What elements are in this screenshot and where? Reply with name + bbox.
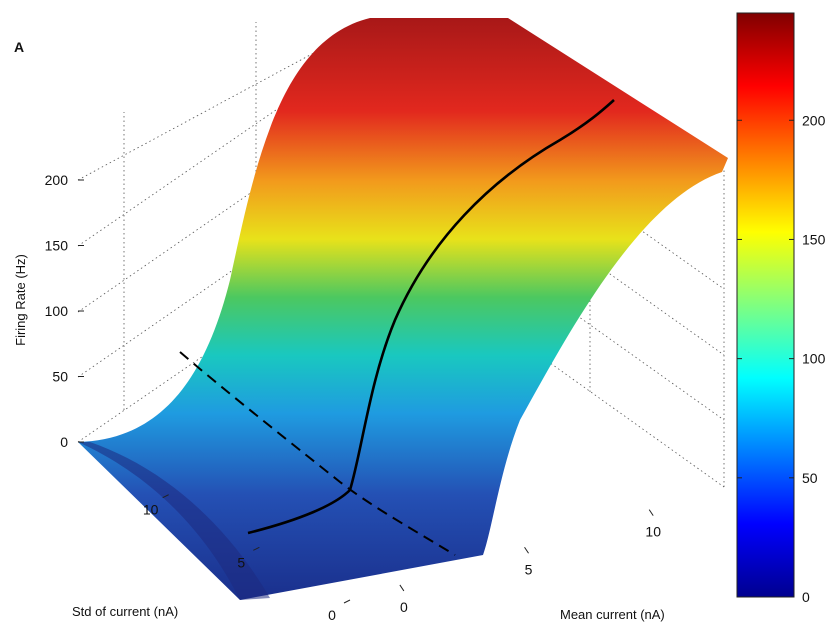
colorbar-tick-label: 200 [802, 112, 825, 128]
x-tick-label: 0 [400, 599, 408, 615]
surface-dark-floor [78, 442, 270, 600]
overlay-curves [179, 99, 615, 556]
z-tick-label: 150 [45, 238, 69, 254]
colorbar: 0 50 100 150 200 [736, 12, 825, 605]
panel-label: A [14, 39, 24, 55]
y-tick-mark [253, 546, 260, 551]
x-tick-labels: 0 5 10 [399, 509, 661, 615]
z-tick-label: 0 [60, 434, 68, 450]
y-tick-labels: 0 5 10 [143, 494, 351, 623]
y-tick-label: 10 [143, 502, 159, 518]
colorbar-tick-label: 50 [802, 470, 818, 486]
dashed-curve [179, 351, 456, 556]
x-tick-mark [524, 546, 529, 554]
firing-rate-surface [78, 18, 728, 600]
z-axis-label: Firing Rate (Hz) [13, 254, 28, 346]
x-tick-mark [399, 584, 405, 592]
x-tick-mark [648, 509, 654, 516]
surface-shading [78, 18, 728, 600]
colorbar-tick-label: 150 [802, 231, 825, 247]
z-tick-label: 50 [52, 369, 68, 385]
z-tick-label: 200 [45, 172, 69, 188]
x-axis-label: Mean current (nA) [560, 607, 665, 622]
y-tick-label: 0 [328, 607, 336, 623]
colorbar-tick-label: 0 [802, 589, 810, 605]
y-tick-label: 5 [237, 554, 245, 570]
colorbar-gradient [736, 12, 795, 598]
solid-curve [247, 99, 615, 535]
z-tick-labels: 0 50 100 150 200 [45, 172, 84, 450]
y-axis-label: Std of current (nA) [72, 604, 178, 619]
colorbar-ticks: 0 50 100 150 200 [737, 112, 825, 605]
x-tick-label: 10 [645, 524, 661, 540]
x-tick-label: 5 [525, 561, 533, 577]
colorbar-tick-label: 100 [802, 351, 825, 367]
z-tick-label: 100 [45, 303, 69, 319]
y-tick-mark [343, 599, 351, 604]
y-tick-mark [162, 494, 169, 499]
